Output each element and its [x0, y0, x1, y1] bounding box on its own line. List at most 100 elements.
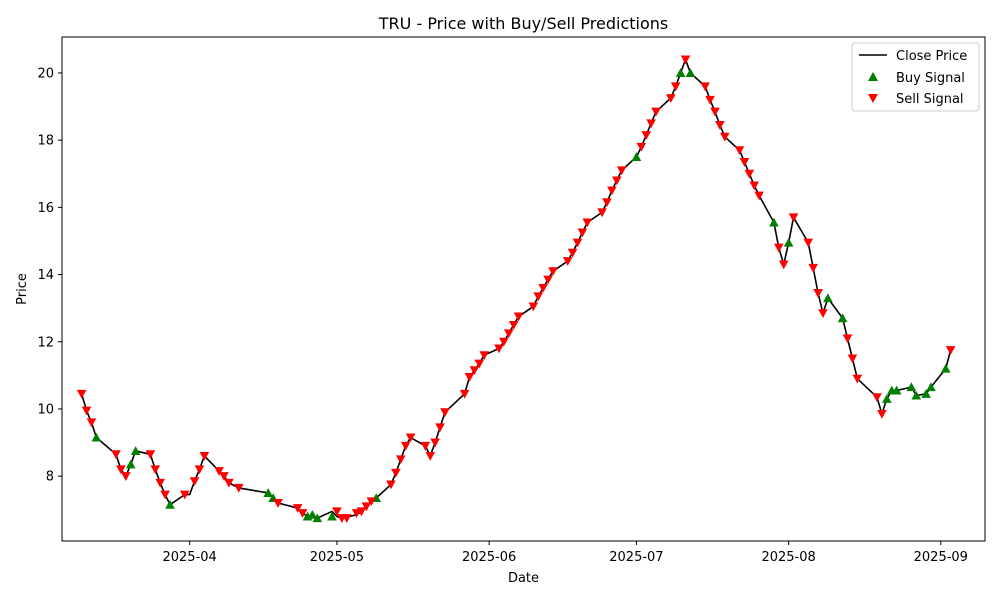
sell-signal-marker — [734, 146, 745, 156]
sell-signal-marker — [700, 82, 710, 92]
sell-signal-marker — [464, 373, 475, 382]
buy-signal-marker — [125, 459, 136, 469]
buy-signal-marker — [837, 313, 848, 323]
sell-signal-marker — [773, 243, 784, 253]
sell-signal-marker — [194, 465, 205, 475]
sell-signal-marker — [111, 450, 121, 460]
legend-sell-marker — [868, 94, 878, 103]
sell-signal-marker — [503, 329, 514, 339]
sell-signal-marker — [602, 198, 612, 208]
sell-signal-marker — [366, 497, 377, 507]
sell-signal-marker — [76, 389, 87, 399]
sell-signal-marker — [219, 472, 229, 481]
sell-signal-marker — [469, 366, 480, 376]
legend-sell-label: Sell Signal — [896, 92, 964, 107]
sell-signal-marker — [808, 263, 818, 273]
sell-signal-marker — [81, 406, 92, 416]
sell-signal-marker — [705, 95, 715, 105]
sell-signal-marker — [803, 238, 814, 248]
buy-signal-marker — [891, 385, 902, 395]
buy-signal-marker — [327, 511, 337, 521]
sell-signal-marker — [533, 292, 544, 302]
sell-signal-marker — [391, 468, 401, 478]
buy-signal-marker — [882, 394, 892, 403]
sell-signal-marker — [710, 107, 720, 117]
sell-signal-marker — [430, 438, 440, 448]
sell-signal-marker — [361, 502, 372, 512]
buy-signal-marker — [926, 382, 936, 392]
x-tick-label: 2025-09 — [914, 550, 968, 565]
sell-signal-marker — [273, 499, 283, 508]
sell-signal-marker — [160, 490, 170, 500]
sell-signal-marker — [528, 302, 539, 312]
markers-layer — [76, 55, 956, 523]
x-tick-label: 2025-07 — [609, 550, 663, 565]
buy-signal-marker — [940, 363, 951, 373]
buy-signal-marker — [130, 446, 141, 455]
sell-signal-marker — [577, 228, 588, 238]
x-tick-label: 2025-08 — [761, 550, 815, 565]
sell-signal-marker — [420, 441, 431, 451]
sell-signal-marker — [665, 94, 676, 103]
sell-signal-marker — [646, 119, 656, 129]
buy-signal-marker — [631, 152, 642, 161]
sell-signal-marker — [641, 131, 652, 140]
buy-signal-marker — [921, 389, 931, 398]
sell-signal-marker — [189, 477, 200, 486]
sell-signal-marker — [155, 478, 165, 488]
sell-signal-marker — [744, 169, 755, 179]
buy-signal-marker — [685, 68, 696, 77]
buy-signal-marker — [783, 237, 794, 247]
sell-signal-marker — [719, 132, 730, 142]
buy-signal-marker — [823, 293, 833, 303]
sell-signal-marker — [292, 504, 303, 513]
sell-signal-marker — [395, 455, 406, 465]
sell-signal-marker — [425, 451, 436, 461]
plot-background — [62, 37, 985, 541]
sell-signal-marker — [405, 433, 416, 443]
legend-box — [851, 42, 980, 112]
sell-signal-marker — [842, 334, 853, 344]
sell-signal-marker — [86, 418, 97, 428]
sell-signal-marker — [494, 344, 504, 354]
sell-signal-marker — [214, 467, 224, 476]
y-axis: 8 10 12 14 16 18 20 — [37, 66, 62, 485]
sell-signal-marker — [145, 450, 156, 460]
x-axis: 2025-04 2025-05 2025-06 2025-07 2025-08 2025-… — [162, 541, 968, 565]
sell-signal-marker — [818, 309, 828, 318]
sell-signal-marker — [179, 490, 190, 500]
sell-signal-marker — [150, 465, 161, 475]
sell-signal-marker — [538, 283, 548, 293]
sell-signal-marker — [749, 181, 760, 191]
legend: Close Price Buy Signal Sell Signal — [851, 42, 980, 112]
sell-signal-marker — [543, 275, 553, 285]
buy-signal-marker — [91, 432, 102, 442]
sell-signal-marker — [651, 107, 661, 117]
buy-signal-marker — [312, 513, 323, 523]
sell-signal-marker — [435, 423, 445, 433]
sell-signal-marker — [233, 483, 244, 493]
legend-buy-label: Buy Signal — [896, 71, 965, 86]
chart-title: TRU - Price with Buy/Sell Predictions — [378, 14, 668, 33]
sell-signal-marker — [813, 289, 823, 298]
sell-signal-marker — [116, 465, 126, 475]
sell-signal-marker — [847, 354, 858, 364]
sell-signal-marker — [513, 312, 524, 322]
sell-signal-marker — [341, 514, 352, 523]
y-tick-label: 14 — [37, 268, 54, 283]
sell-signal-marker — [508, 320, 519, 330]
sell-signal-marker — [872, 393, 882, 402]
sell-signal-marker — [754, 191, 764, 201]
sell-signal-marker — [597, 208, 607, 218]
sell-signal-marker — [607, 186, 617, 196]
x-tick-label: 2025-04 — [162, 550, 216, 565]
y-tick-label: 10 — [37, 402, 54, 417]
sell-signal-marker — [479, 351, 490, 360]
y-tick-label: 16 — [37, 201, 54, 216]
sell-signal-marker — [386, 480, 396, 490]
sell-signal-marker — [121, 472, 131, 481]
sell-signal-marker — [297, 509, 308, 518]
sell-signal-marker — [332, 507, 342, 517]
sell-signal-marker — [636, 142, 647, 152]
